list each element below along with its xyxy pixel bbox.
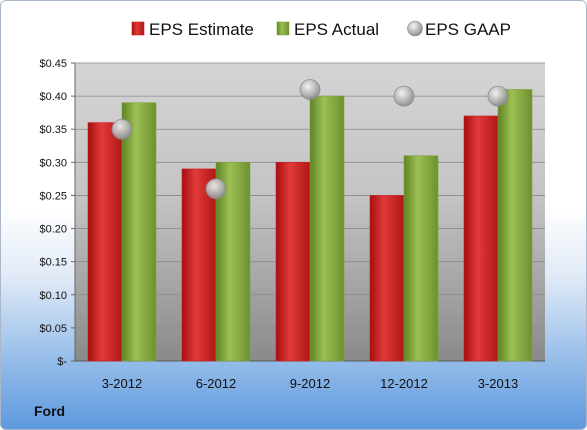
eps-gaap-marker	[299, 79, 321, 100]
bars	[87, 89, 533, 362]
eps-actual-bar	[309, 95, 345, 362]
eps-estimate-bar	[369, 195, 405, 362]
legend-swatch-actual	[276, 21, 290, 36]
x-tick-label: 6-2012	[196, 376, 236, 391]
eps-gaap-marker	[111, 118, 133, 140]
y-tick-label: $0.15	[39, 257, 67, 269]
y-tick-label: $-	[57, 356, 67, 368]
x-tick-label: 12-2012	[380, 376, 428, 391]
legend-swatch-gaap	[407, 20, 423, 37]
y-tick-label: $0.30	[39, 157, 67, 169]
legend-label: EPS Actual	[294, 20, 379, 39]
eps-gaap-marker	[487, 85, 509, 107]
eps-estimate-bar	[463, 115, 499, 362]
y-tick-label: $0.10	[39, 290, 67, 302]
y-tick-label: $0.40	[39, 91, 67, 103]
y-tick-label: $0.45	[39, 58, 67, 70]
eps-gaap-marker	[205, 178, 227, 200]
legend: EPS Estimate EPS Actual EPS GAAP	[131, 20, 511, 39]
x-tick-label: 3-2013	[478, 376, 518, 391]
x-tick-label: 9-2012	[290, 376, 330, 391]
x-axis: 3-2012 6-2012 9-2012 12-2012 3-2013	[102, 376, 518, 391]
y-tick-label: $0.25	[39, 190, 67, 202]
company-label: Ford	[34, 403, 66, 419]
y-axis: $- $0.05 $0.10 $0.15 $0.20 $0.25 $0.30 $0.35 $0.…	[39, 58, 76, 368]
gaap-markers	[111, 79, 509, 200]
eps-actual-bar	[497, 89, 533, 362]
eps-actual-bar	[403, 155, 439, 362]
eps-estimate-bar	[87, 122, 123, 362]
y-tick-label: $0.35	[39, 124, 67, 136]
x-tick-label: 3-2012	[102, 376, 142, 391]
eps-estimate-bar	[275, 162, 311, 362]
eps-gaap-marker	[393, 85, 415, 107]
y-tick-label: $0.20	[39, 224, 67, 236]
y-tick-label: $0.05	[39, 323, 67, 335]
legend-label: EPS GAAP	[425, 20, 511, 39]
legend-label: EPS Estimate	[149, 20, 254, 39]
eps-actual-bar	[121, 102, 157, 362]
eps-estimate-bar	[181, 168, 217, 362]
legend-swatch-estimate	[131, 21, 145, 36]
